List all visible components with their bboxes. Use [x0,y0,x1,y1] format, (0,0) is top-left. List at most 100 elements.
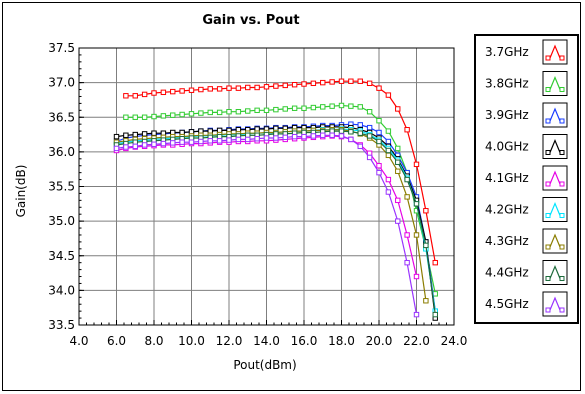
x-tick-label: 4.0 [69,334,88,348]
data-point [226,85,232,91]
data-point [404,194,410,200]
data-point [395,218,401,224]
data-point [413,232,420,238]
legend-marker-icon [545,181,551,187]
axis-ticks: 4.0 6.0 8.0 10.0 12.0 14.0 16.0 18.0 20.0 22.0 24.… [48,41,467,348]
data-point [404,176,410,183]
data-point [320,79,326,86]
data-point [376,138,382,145]
data-point [310,104,317,111]
data-point [376,129,382,136]
data-point [348,103,354,109]
data-point [179,139,185,145]
data-point [113,133,120,140]
data-point [348,129,354,135]
data-point [404,232,410,238]
data-point [329,103,335,109]
data-point [273,106,279,113]
data-point [291,133,298,140]
data-point [141,131,148,137]
data-point [404,259,410,266]
data-point [291,105,298,111]
data-point [329,132,335,138]
grid [79,48,454,325]
data-point [263,84,270,90]
legend-marker-icon [545,87,551,92]
data-point [432,311,438,318]
series-4.3GHz [113,127,429,304]
legend-marker-icon [545,55,551,61]
legend-marker-icon [545,276,551,281]
data-point [235,136,242,143]
data-point [188,111,195,117]
data-point [357,104,363,110]
series-3.7GHz [123,78,438,266]
data-point [310,133,317,139]
legend-item-4.3GHz: 4.3GHz [485,228,568,254]
data-point [320,104,326,110]
legend-marker-icon [545,118,551,124]
y-tick-label: 35.5 [48,180,75,194]
data-point [385,176,392,183]
data-point [254,136,260,142]
series-line [125,80,436,263]
x-tick-label: 20.0 [366,334,393,348]
legend-marker-icon [559,55,565,61]
data-point [357,143,363,150]
legend-label: 3.7GHz [485,45,529,59]
data-point [216,138,223,144]
data-point [198,110,204,116]
data-point [132,131,138,138]
y-tick-label: 36.5 [48,110,75,124]
chart: Gain vs. Pout 4.0 6.0 8.0 10.0 12.0 14.0 16.0 1… [14,13,579,372]
data-point [385,189,392,195]
data-point [170,140,176,146]
x-tick-label: 22.0 [403,334,430,348]
data-point [301,105,307,111]
x-tick-label: 14.0 [253,334,280,348]
legend-marker-icon [559,307,565,313]
data-point [385,147,392,154]
x-tick-label: 10.0 [178,334,205,348]
y-tick-label: 33.5 [48,318,75,332]
data-point [160,113,167,119]
series-line [116,130,436,315]
legend-label: 4.5GHz [485,297,529,311]
data-point [160,89,167,96]
data-point [198,138,204,145]
data-point [151,90,157,96]
y-axis-label: Gain(dB) [14,165,28,218]
data-point [123,93,129,99]
data-point [235,109,242,115]
data-point [254,107,260,114]
data-point [404,127,410,133]
legend-marker-icon [545,150,551,155]
data-point [432,259,438,266]
data-point [385,152,392,159]
data-point [366,109,373,115]
data-point [395,168,401,174]
data-point [151,113,157,120]
data-point [376,85,382,91]
legend-marker-icon [559,150,565,155]
x-tick-label: 6.0 [107,334,126,348]
y-tick-label: 37.5 [48,41,75,55]
data-point [170,112,176,118]
data-point [376,163,382,169]
data-point [291,82,298,88]
data-point [366,80,373,87]
data-point [348,78,354,84]
data-point [179,111,185,118]
data-point [395,159,401,165]
data-point [254,84,260,91]
y-tick-label: 37.0 [48,76,75,90]
data-point [338,128,345,134]
legend-marker-icon [545,244,551,250]
data-point [141,114,148,120]
data-point [198,86,204,93]
y-tick-label: 35.0 [48,214,75,228]
data-point [132,114,138,120]
data-point [207,138,213,144]
data-point [385,128,392,134]
data-point [216,86,223,92]
